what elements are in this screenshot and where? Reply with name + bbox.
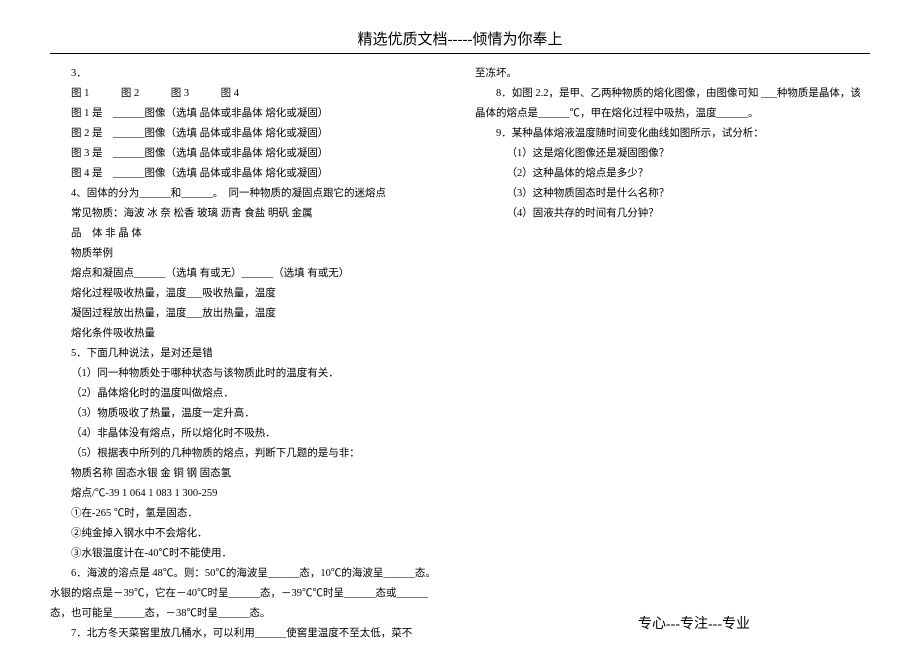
body-line: 熔点/℃-39 1 064 1 083 1 300-259 [50,484,445,504]
body-line: 图 1 图 2 图 3 图 4 [50,84,445,104]
body-line: （3）这种物质固态时是什么名称？ [475,184,870,204]
body-line: 3． [50,64,445,84]
body-line: 图 2 是 ______图像（选填 品体或非晶体 熔化或凝固） [50,124,445,144]
page-footer: 专心---专注---专业 [638,613,750,633]
body-line: 图 1 是 ______图像（选填 品体或非晶体 熔化或凝固） [50,104,445,124]
body-line: 熔化条件吸收热量 [50,324,445,344]
body-line: 8．如图 2.2，是甲、乙两种物质的熔化图像，由图像可知 ___种物质是晶体，该… [475,84,870,124]
body-line: （5）根据表中所列的几种物质的熔点，判断下几题的是与非： [50,444,445,464]
body-line: 5．下面几种说法，是对还是错 [50,344,445,364]
body-line: （1）这是熔化图像还是凝固图像？ [475,144,870,164]
left-column: 3．图 1 图 2 图 3 图 4图 1 是 ______图像（选填 品体或非晶… [50,64,445,644]
body-line: 熔化过程吸收热量，温度___吸收热量，温度 [50,284,445,304]
body-line: ③水银温度计在-40℃时不能使用． [50,544,445,564]
body-line: ②纯金掉入钢水中不会熔化． [50,524,445,544]
document-page: 精选优质文档-----倾情为你奉上 3．图 1 图 2 图 3 图 4图 1 是… [0,0,920,651]
body-line: 9．某种晶体熔液温度随时间变化曲线如图所示，试分析： [475,124,870,144]
body-line: 至冻坏。 [475,64,870,84]
body-line: （4）非晶体没有熔点，所以熔化时不吸热． [50,424,445,444]
body-line: （4）固液共存的时间有几分钟？ [475,204,870,224]
body-line: （2）这种晶体的熔点是多少？ [475,164,870,184]
body-line: 熔点和凝固点______（选填 有或无）______（选填 有或无） [50,264,445,284]
body-line: 常见物质：海波 冰 奈 松香 玻璃 沥青 食盐 明矾 金属 [50,204,445,224]
body-line: （1）同一种物质处于哪种状态与该物质此时的温度有关． [50,364,445,384]
body-line: 图 3 是 ______图像（选填 品体或非晶体 熔化或凝固） [50,144,445,164]
body-line: 物质名称 固态水银 金 铜 钢 固态氢 [50,464,445,484]
body-line: 凝固过程放出热量，温度___放出热量，温度 [50,304,445,324]
body-line: （3）物质吸收了热量，温度一定升高． [50,404,445,424]
body-line: 物质举例 [50,244,445,264]
body-line: 4、固体的分为______和______。 同一种物质的凝固点跟它的迷熔点 [50,184,445,204]
body-line: 7．北方冬天菜窖里放几桶水，可以利用______使窖里温度不至太低，菜不 [50,624,445,644]
body-line: ①在-265 ℃时，氢是固态． [50,504,445,524]
body-line: （2）晶体熔化时的温度叫做熔点． [50,384,445,404]
body-line: 品 体 非 晶 体 [50,224,445,244]
body-line: 图 4 是 ______图像（选填 品体或非晶体 熔化或凝固） [50,164,445,184]
body-line: 6．海波的溶点是 48℃。则：50℃的海波呈______态，10℃的海波呈___… [50,564,445,624]
page-header: 精选优质文档-----倾情为你奉上 [50,28,870,49]
right-column: 至冻坏。8．如图 2.2，是甲、乙两种物质的熔化图像，由图像可知 ___种物质是… [475,64,870,644]
header-rule [50,53,870,54]
columns-container: 3．图 1 图 2 图 3 图 4图 1 是 ______图像（选填 品体或非晶… [50,64,870,644]
